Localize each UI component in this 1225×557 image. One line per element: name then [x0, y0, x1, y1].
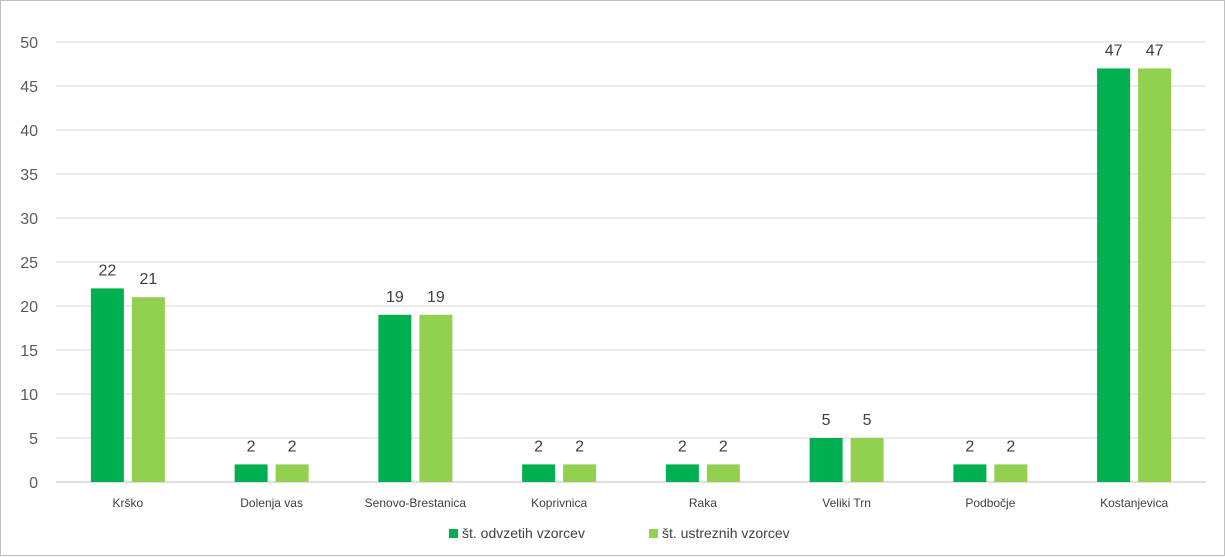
bar-ustreznih: [419, 314, 453, 482]
bar-odvzetih: [234, 464, 268, 482]
bar-odvzetih: [665, 464, 699, 482]
bar-odvzetih: [90, 288, 124, 482]
y-tick-label: 45: [20, 79, 38, 96]
y-tick-label: 10: [20, 387, 38, 404]
y-tick-label: 30: [20, 211, 38, 228]
y-tick-label: 50: [20, 35, 38, 52]
data-label: 19: [386, 289, 404, 306]
legend-label: št. odvzetih vzorcev: [462, 525, 585, 541]
data-label: 2: [1006, 438, 1015, 455]
data-label: 2: [575, 438, 584, 455]
bar-odvzetih: [378, 314, 412, 482]
data-label: 5: [863, 412, 872, 429]
x-category-label: Krško: [113, 496, 144, 510]
data-label: 2: [247, 438, 256, 455]
x-category-label: Kostanjevica: [1100, 496, 1168, 510]
x-category-label: Koprivnica: [531, 496, 587, 510]
bar-ustreznih: [706, 464, 740, 482]
legend-label: št. ustreznih vzorcev: [662, 525, 790, 541]
y-tick-label: 20: [20, 299, 38, 316]
data-label: 47: [1105, 42, 1123, 59]
y-tick-label: 5: [29, 431, 38, 448]
bar-ustreznih: [1138, 68, 1172, 483]
y-tick-label: 40: [20, 123, 38, 140]
x-category-label: Veliki Trn: [822, 496, 871, 510]
x-category-label: Senovo-Brestanica: [365, 496, 467, 510]
data-label: 21: [139, 271, 157, 288]
x-category-label: Dolenja vas: [240, 496, 303, 510]
data-label: 47: [1146, 42, 1164, 59]
y-tick-label: 35: [20, 167, 38, 184]
bar-ustreznih: [850, 438, 884, 482]
data-label: 5: [822, 412, 831, 429]
data-label: 2: [678, 438, 687, 455]
y-tick-label: 0: [29, 475, 38, 492]
bar-ustreznih: [275, 464, 309, 482]
bar-odvzetih: [953, 464, 987, 482]
bar-odvzetih: [809, 438, 843, 482]
x-category-label: Raka: [689, 496, 717, 510]
data-label: 2: [288, 438, 297, 455]
bar-ustreznih: [563, 464, 597, 482]
y-tick-label: 25: [20, 255, 38, 272]
data-label: 2: [719, 438, 728, 455]
data-label: 2: [965, 438, 974, 455]
y-tick-label: 15: [20, 343, 38, 360]
bar-odvzetih: [522, 464, 556, 482]
data-label: 22: [98, 262, 116, 279]
bar-odvzetih: [1097, 68, 1131, 483]
x-category-label: Podbočje: [965, 496, 1015, 510]
data-label: 2: [534, 438, 543, 455]
bar-ustreznih: [994, 464, 1028, 482]
legend-swatch: [449, 529, 458, 538]
bar-ustreznih: [131, 297, 165, 482]
data-label: 19: [427, 289, 445, 306]
legend-swatch: [649, 529, 658, 538]
